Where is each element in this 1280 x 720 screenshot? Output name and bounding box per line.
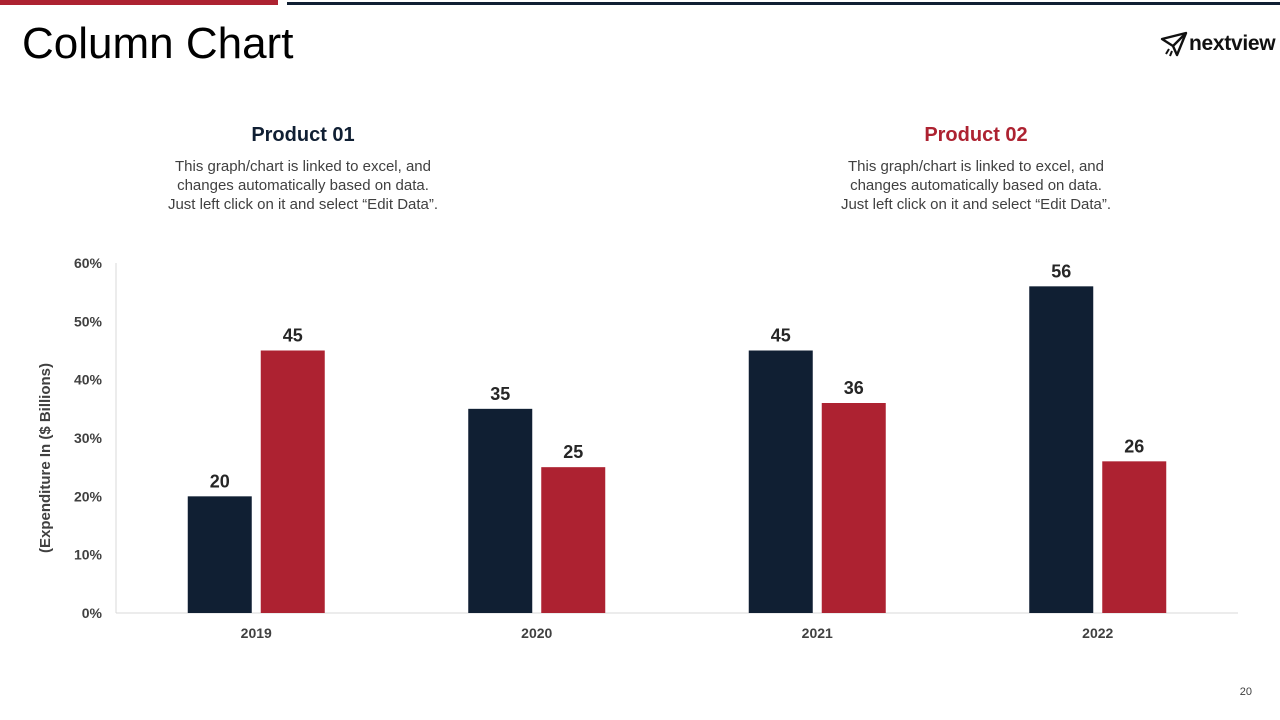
y-tick-label: 20% bbox=[74, 488, 103, 504]
slide-title: Column Chart bbox=[22, 19, 294, 68]
column-chart: 0% 10% 20% 30% 40% 50% 60% (Expenditure In ($ B… bbox=[37, 255, 1238, 641]
bar-product-01-2020 bbox=[468, 408, 533, 613]
bar-product-02-2020 bbox=[541, 467, 606, 613]
y-tick-label: 50% bbox=[74, 313, 103, 329]
nextview-logo: nextview bbox=[1160, 30, 1276, 58]
x-tick-label: 2021 bbox=[802, 625, 833, 641]
product-02-block: Product 02 This graph/chart is linked to… bbox=[766, 121, 1186, 214]
y-axis-title: (Expenditure In ($ Billions) bbox=[37, 363, 54, 553]
data-label: 20 bbox=[210, 471, 230, 491]
data-label: 25 bbox=[563, 442, 583, 462]
top-accent-bar-red bbox=[0, 0, 278, 5]
bar-product-01-2021 bbox=[748, 350, 813, 613]
data-label: 45 bbox=[283, 326, 303, 346]
product-01-desc-line: changes automatically based on data. bbox=[177, 177, 429, 194]
x-tick-label: 2020 bbox=[521, 625, 552, 641]
data-label: 35 bbox=[490, 384, 510, 404]
y-tick-label: 60% bbox=[74, 255, 103, 271]
x-tick-label: 2022 bbox=[1082, 625, 1113, 641]
product-02-description: This graph/chart is linked to excel, and… bbox=[766, 157, 1186, 214]
product-02-desc-line: changes automatically based on data. bbox=[850, 177, 1102, 194]
bar-product-02-2022 bbox=[1102, 461, 1167, 613]
y-tick-label: 0% bbox=[82, 605, 103, 621]
product-01-title: Product 01 bbox=[251, 124, 355, 146]
bar-product-01-2022 bbox=[1029, 286, 1094, 613]
data-label: 36 bbox=[844, 378, 864, 398]
product-01-desc-line: This graph/chart is linked to excel, and bbox=[175, 158, 431, 175]
y-tick-label: 40% bbox=[74, 372, 103, 388]
product-01-description: This graph/chart is linked to excel, and… bbox=[93, 157, 513, 214]
data-label: 26 bbox=[1124, 436, 1144, 456]
product-01-desc-line: Just left click on it and select “Edit D… bbox=[167, 196, 439, 213]
data-label: 45 bbox=[771, 326, 791, 346]
top-accent-bar-navy bbox=[287, 2, 1280, 5]
product-02-desc-line: This graph/chart is linked to excel, and bbox=[848, 158, 1104, 175]
product-01-block: Product 01 This graph/chart is linked to… bbox=[93, 121, 513, 214]
y-tick-label: 10% bbox=[74, 547, 103, 563]
bar-product-02-2021 bbox=[821, 403, 886, 613]
product-02-desc-line: Just left click on it and select “Edit D… bbox=[840, 196, 1112, 213]
product-02-title: Product 02 bbox=[924, 124, 1028, 146]
data-label: 56 bbox=[1051, 261, 1071, 281]
logo-text: nextview bbox=[1189, 32, 1276, 55]
paper-plane-icon bbox=[1160, 31, 1188, 57]
x-tick-label: 2019 bbox=[241, 625, 272, 641]
bar-product-01-2019 bbox=[187, 496, 252, 613]
page-number: 20 bbox=[1239, 686, 1252, 698]
bar-product-02-2019 bbox=[260, 350, 325, 613]
y-tick-label: 30% bbox=[74, 430, 103, 446]
